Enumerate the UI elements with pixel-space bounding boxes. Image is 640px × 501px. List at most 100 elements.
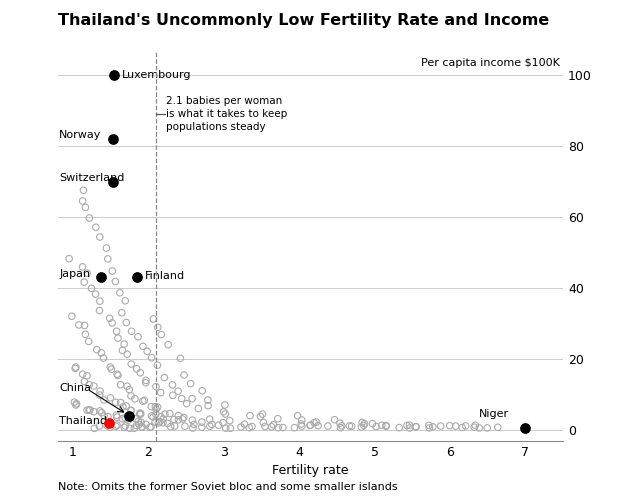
Point <box>260 422 270 430</box>
Point <box>273 415 283 423</box>
Point <box>129 424 140 432</box>
Point <box>337 422 347 430</box>
Point <box>117 415 127 423</box>
Point <box>146 423 156 431</box>
Point <box>97 409 107 417</box>
Point <box>142 347 152 355</box>
Point <box>457 423 467 431</box>
Point <box>106 365 116 373</box>
Point <box>79 278 90 286</box>
Point <box>236 423 246 431</box>
Point <box>163 341 173 349</box>
Point <box>196 418 207 426</box>
Point <box>358 421 369 429</box>
Point <box>268 421 278 429</box>
Point <box>357 418 367 426</box>
Point <box>77 263 88 271</box>
Point <box>91 223 101 231</box>
Point <box>108 135 118 143</box>
Point <box>404 421 415 429</box>
Point <box>278 423 288 431</box>
Point <box>103 413 113 421</box>
Point <box>79 378 90 386</box>
Point <box>136 423 147 431</box>
Point <box>244 424 254 432</box>
Point <box>82 406 92 414</box>
Point <box>164 409 175 417</box>
Point <box>121 402 131 410</box>
Point <box>323 422 333 430</box>
Point <box>127 327 137 335</box>
Point <box>203 402 213 410</box>
Point <box>109 71 119 79</box>
Point <box>445 422 455 430</box>
Point <box>116 399 126 407</box>
Point <box>84 338 94 346</box>
Point <box>225 417 235 425</box>
Point <box>131 365 141 373</box>
Point <box>175 354 186 362</box>
Point <box>207 420 217 428</box>
Point <box>296 420 307 428</box>
Point <box>151 405 161 413</box>
Point <box>313 422 323 430</box>
Point <box>145 423 155 431</box>
Point <box>220 410 230 418</box>
Point <box>113 371 123 379</box>
Point <box>107 267 117 275</box>
Point <box>147 412 157 420</box>
Point <box>197 387 207 395</box>
Point <box>214 421 224 429</box>
Point <box>469 423 479 431</box>
Text: Thailand's Uncommonly Low Fertility Rate and Income: Thailand's Uncommonly Low Fertility Rate… <box>58 13 549 28</box>
Point <box>360 419 370 427</box>
Point <box>152 361 163 369</box>
Point <box>119 423 129 431</box>
Point <box>78 186 88 194</box>
Point <box>95 233 105 241</box>
Point <box>428 423 438 431</box>
Point <box>461 422 471 430</box>
Point <box>119 340 129 348</box>
Point <box>96 349 106 357</box>
Point <box>259 418 269 426</box>
Point <box>147 354 157 362</box>
Point <box>125 424 135 432</box>
Point <box>168 391 178 399</box>
Point <box>95 387 105 395</box>
Point <box>239 420 250 428</box>
Point <box>305 421 315 429</box>
Point <box>153 419 163 427</box>
Point <box>177 415 188 423</box>
Point <box>112 421 122 429</box>
Point <box>101 244 111 252</box>
Point <box>136 418 146 426</box>
Point <box>136 410 146 418</box>
Point <box>220 401 230 409</box>
Point <box>69 398 79 406</box>
Point <box>158 415 168 423</box>
Point <box>116 309 127 317</box>
Point <box>146 403 156 411</box>
Point <box>158 419 168 427</box>
Point <box>297 422 307 430</box>
Point <box>150 403 161 411</box>
Point <box>105 363 115 371</box>
Point <box>104 314 115 322</box>
X-axis label: Fertility rate: Fertility rate <box>272 464 349 477</box>
Point <box>104 419 114 427</box>
Point <box>221 424 231 432</box>
Point <box>111 327 122 335</box>
Point <box>189 420 199 428</box>
Point <box>110 278 120 286</box>
Point <box>225 424 236 432</box>
Text: Niger: Niger <box>479 409 509 419</box>
Point <box>170 422 180 430</box>
Text: Thailand: Thailand <box>59 416 108 426</box>
Text: China: China <box>59 383 91 393</box>
Point <box>179 413 189 421</box>
Point <box>106 394 116 402</box>
Point <box>309 419 319 427</box>
Point <box>77 370 88 378</box>
Point <box>182 400 192 408</box>
